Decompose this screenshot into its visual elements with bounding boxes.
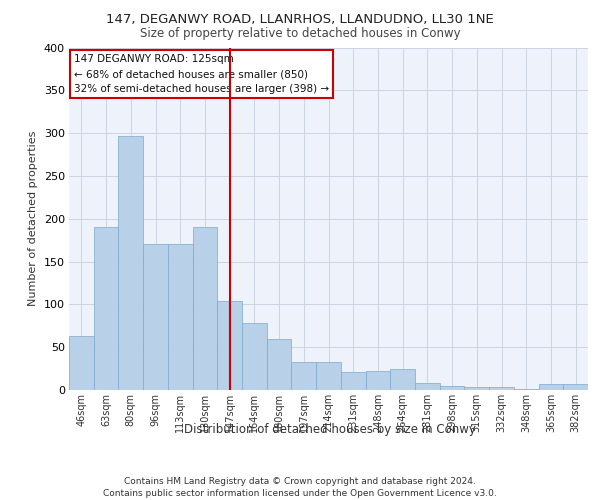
Text: Contains HM Land Registry data © Crown copyright and database right 2024.
Contai: Contains HM Land Registry data © Crown c… <box>103 476 497 498</box>
Bar <box>292 362 316 390</box>
Text: 147 DEGANWY ROAD: 125sqm
← 68% of detached houses are smaller (850)
32% of semi-: 147 DEGANWY ROAD: 125sqm ← 68% of detach… <box>74 54 329 94</box>
Bar <box>168 244 193 390</box>
Bar <box>514 389 539 390</box>
Bar <box>539 384 563 390</box>
Bar <box>390 368 415 390</box>
Bar <box>341 372 365 390</box>
Text: 147, DEGANWY ROAD, LLANRHOS, LLANDUDNO, LL30 1NE: 147, DEGANWY ROAD, LLANRHOS, LLANDUDNO, … <box>106 12 494 26</box>
Bar <box>69 336 94 390</box>
Bar <box>193 228 217 390</box>
Bar <box>440 386 464 390</box>
Bar <box>94 228 118 390</box>
Bar <box>464 386 489 390</box>
Bar <box>489 386 514 390</box>
Bar <box>365 371 390 390</box>
Text: Distribution of detached houses by size in Conwy: Distribution of detached houses by size … <box>184 422 476 436</box>
Bar <box>143 244 168 390</box>
Y-axis label: Number of detached properties: Number of detached properties <box>28 131 38 306</box>
Bar <box>563 384 588 390</box>
Bar <box>118 136 143 390</box>
Bar <box>316 362 341 390</box>
Bar <box>415 383 440 390</box>
Bar <box>217 301 242 390</box>
Bar <box>267 338 292 390</box>
Text: Size of property relative to detached houses in Conwy: Size of property relative to detached ho… <box>140 28 460 40</box>
Bar <box>242 323 267 390</box>
